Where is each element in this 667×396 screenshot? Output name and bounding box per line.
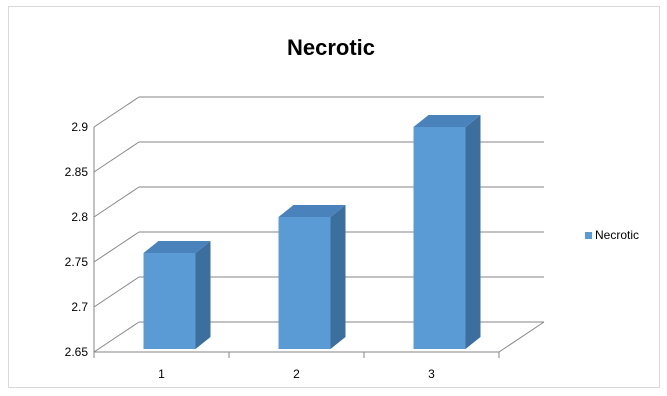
bar-side <box>465 115 481 349</box>
y-tick-label: 2.7 <box>71 300 88 314</box>
gridline-depth <box>93 276 140 308</box>
y-tick-label: 2.75 <box>65 255 89 269</box>
x-tick-label: 3 <box>428 367 435 381</box>
y-tick-label: 2.65 <box>65 345 89 359</box>
gridline-depth <box>93 231 140 263</box>
bar-side <box>195 241 211 349</box>
gridline-depth <box>93 141 140 173</box>
tick-labels: 2.65 2.7 2.75 2.8 2.85 2.9 1 2 3 <box>65 120 436 381</box>
legend-label-necrotic: Necrotic <box>595 228 639 242</box>
y-tick-label: 2.8 <box>71 210 88 224</box>
y-tick-label: 2.85 <box>65 165 89 179</box>
x-tick-label: 1 <box>158 367 165 381</box>
floor-edge <box>498 321 545 353</box>
gridline-depth <box>93 186 140 218</box>
bar <box>413 127 466 349</box>
bar <box>278 217 331 349</box>
bar-top <box>278 205 346 217</box>
gridline-depth <box>93 321 140 353</box>
bar-top <box>143 241 211 253</box>
legend-swatch <box>585 232 592 239</box>
y-tick-label: 2.9 <box>71 120 88 134</box>
axes <box>93 127 545 358</box>
bar <box>143 253 196 349</box>
bar-top <box>413 115 481 127</box>
chart-title: Necrotic <box>287 35 375 60</box>
bar-side <box>330 205 346 349</box>
legend: Necrotic <box>585 228 639 242</box>
gridline-depth <box>93 96 140 128</box>
chart-frame: Necrotic 2.65 2.7 2.75 2.8 2.85 2.9 1 2 3 Necrot… <box>8 6 660 388</box>
chart-canvas: Necrotic 2.65 2.7 2.75 2.8 2.85 2.9 1 2 3 Necrot… <box>65 35 639 381</box>
x-tick-label: 2 <box>293 367 300 381</box>
bars <box>143 115 481 349</box>
